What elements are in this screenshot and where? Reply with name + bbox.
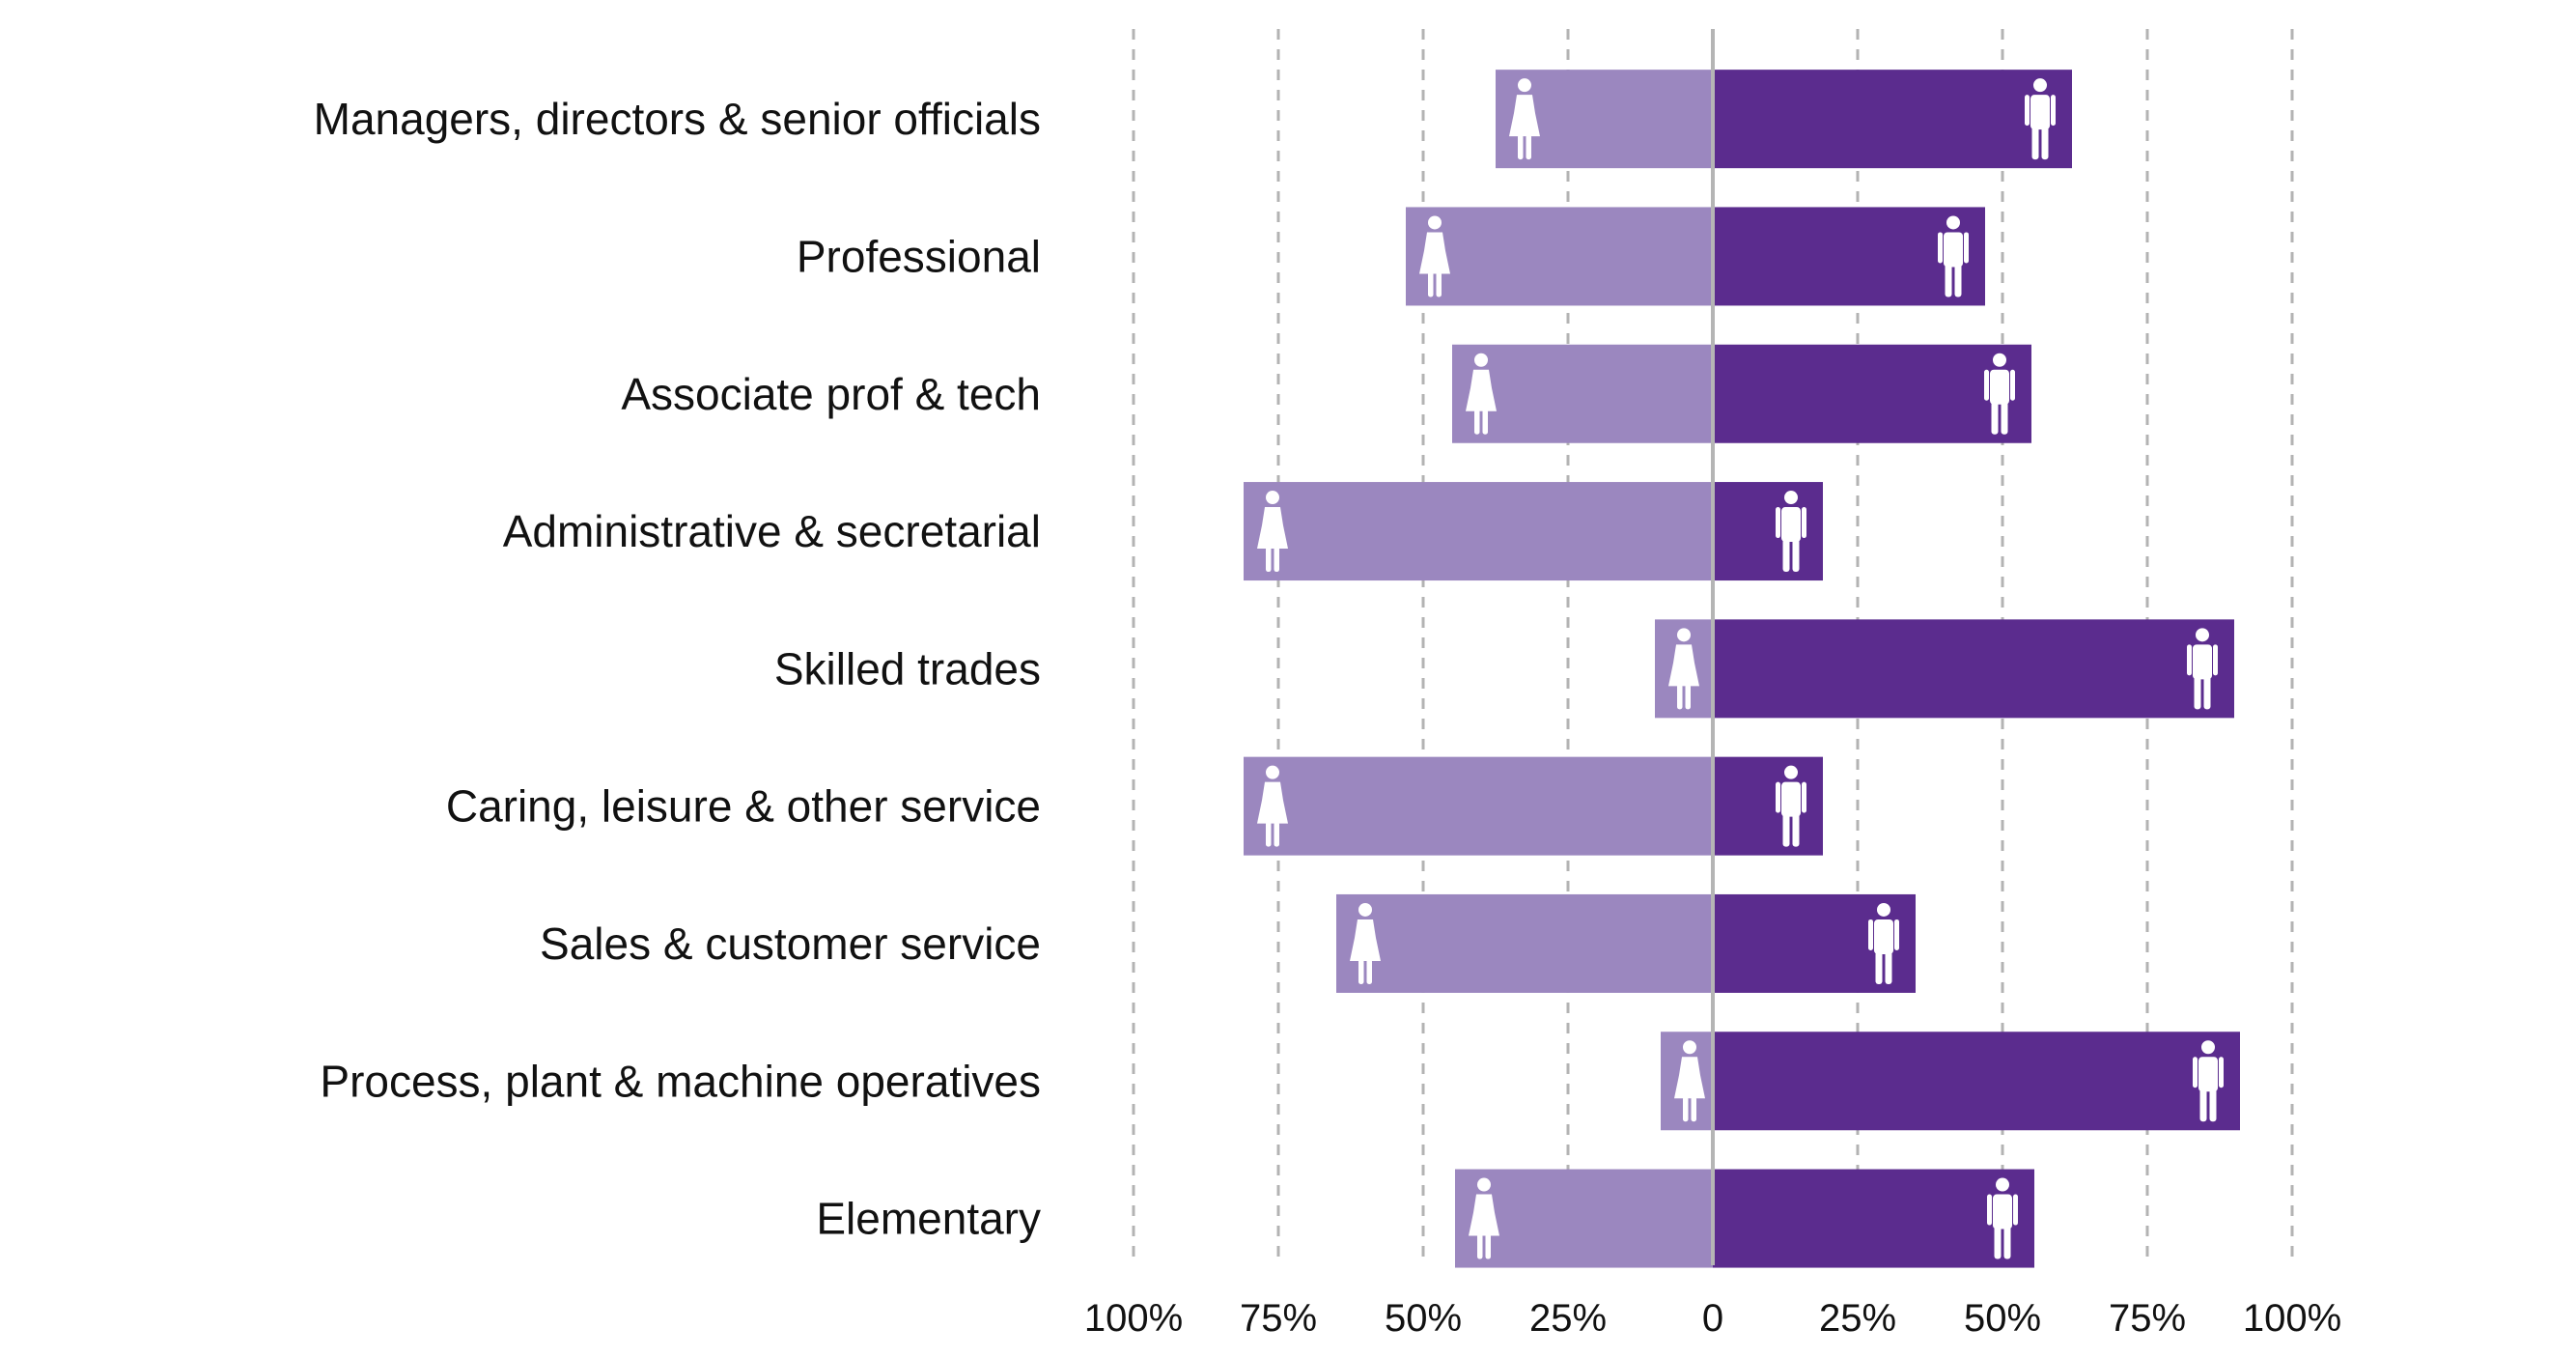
male-icon [1938, 215, 1969, 297]
female-icon [1350, 902, 1381, 984]
category-label: Administrative & secretarial [503, 506, 1041, 556]
category-label: Caring, leisure & other service [446, 781, 1041, 832]
male-icon [2025, 78, 2056, 160]
category-label: Process, plant & machine operatives [320, 1056, 1041, 1106]
bars [1244, 70, 2240, 1268]
male-icon [2187, 628, 2218, 710]
category-label: Elementary [816, 1194, 1041, 1244]
female-icon [1469, 1177, 1499, 1259]
bar-female [1406, 207, 1713, 306]
x-tick-label: 100% [1084, 1297, 1183, 1340]
category-label: Skilled trades [774, 643, 1041, 693]
bar-male [1713, 344, 2031, 443]
x-axis-ticks: 100% 75% 50% 25% 0 25% 50% 75% 100% [1084, 1297, 2341, 1340]
male-icon [2193, 1040, 2224, 1122]
male-icon [1776, 491, 1806, 573]
bar-female [1452, 344, 1713, 443]
x-tick-label: 100% [2243, 1297, 2341, 1340]
bar-female [1336, 893, 1713, 993]
male-icon [1776, 765, 1806, 847]
male-icon [1984, 353, 2015, 435]
bar-male [1713, 619, 2234, 719]
x-tick-label: 25% [1529, 1297, 1607, 1340]
category-label: Sales & customer service [540, 919, 1041, 969]
male-icon [1868, 902, 1899, 984]
x-tick-label: 50% [1385, 1297, 1462, 1340]
category-label: Professional [797, 231, 1041, 281]
female-icon [1419, 215, 1450, 297]
x-tick-label: 50% [1964, 1297, 2041, 1340]
x-tick-label: 75% [2109, 1297, 2186, 1340]
category-label: Managers, directors & senior officials [314, 94, 1041, 144]
bar-female [1455, 1169, 1713, 1268]
female-icon [1257, 491, 1288, 573]
x-tick-label: 25% [1819, 1297, 1896, 1340]
female-icon [1509, 78, 1540, 160]
male-icon [1987, 1177, 2018, 1259]
female-icon [1668, 628, 1699, 710]
bar-male [1713, 1032, 2240, 1131]
x-tick-label: 0 [1702, 1297, 1723, 1340]
female-icon [1257, 765, 1288, 847]
bar-female [1244, 756, 1713, 856]
category-labels: Managers, directors & senior officials Pr… [314, 94, 1041, 1243]
category-label: Associate prof & tech [621, 369, 1041, 419]
icons [1257, 78, 2224, 1259]
female-icon [1674, 1040, 1705, 1122]
female-icon [1466, 353, 1497, 435]
bar-male [1713, 1169, 2034, 1268]
x-tick-label: 75% [1240, 1297, 1317, 1340]
bar-male [1713, 70, 2072, 169]
bar-female [1244, 482, 1713, 581]
